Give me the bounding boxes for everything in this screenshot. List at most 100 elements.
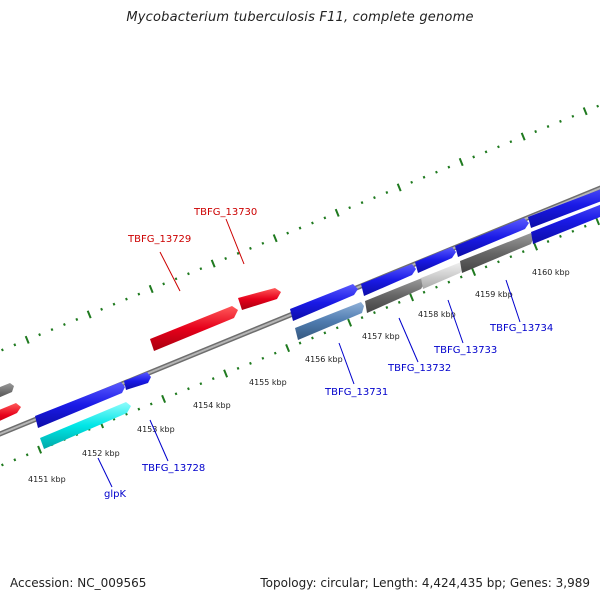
minor-tick — [472, 155, 476, 159]
gene-arrow[interactable] — [0, 403, 21, 428]
major-tick — [334, 208, 340, 217]
gene-arrow[interactable] — [290, 284, 358, 321]
major-tick — [161, 394, 167, 403]
minor-tick — [559, 234, 562, 238]
major-tick — [471, 267, 477, 276]
major-tick — [595, 217, 600, 226]
major-tick — [520, 132, 526, 141]
minor-tick — [559, 119, 562, 123]
minor-tick — [236, 251, 240, 255]
gene-arrow[interactable] — [238, 288, 281, 310]
gene-arrow[interactable] — [35, 382, 125, 428]
label-leaders — [97, 218, 521, 488]
minor-tick — [410, 180, 414, 184]
minor-tick — [521, 250, 525, 254]
gene-arrow[interactable] — [361, 264, 416, 296]
tick-label: 4153 kbp — [137, 425, 175, 434]
minor-tick — [484, 150, 488, 154]
minor-tick — [323, 331, 327, 335]
minor-tick — [571, 114, 575, 118]
minor-tick — [596, 104, 600, 108]
minor-tick — [0, 463, 4, 467]
minor-tick — [125, 297, 128, 301]
minor-tick — [261, 356, 265, 360]
gene-label: TBFG_13733 — [433, 345, 497, 356]
minor-tick — [435, 170, 438, 174]
minor-tick — [509, 140, 513, 144]
gene-arrow[interactable] — [528, 182, 600, 228]
minor-tick — [385, 306, 389, 309]
gene-arrow[interactable] — [455, 218, 529, 257]
tick-label: 4158 kbp — [418, 310, 456, 319]
minor-tick — [497, 260, 500, 264]
minor-tick — [546, 125, 550, 128]
minor-tick — [174, 277, 178, 281]
gene-label: glpK — [104, 489, 126, 500]
major-tick — [148, 284, 154, 294]
gene-arrow[interactable] — [40, 402, 131, 449]
gene-label: TBFG_13729 — [127, 234, 191, 245]
minor-tick — [571, 229, 575, 233]
gene-arrow[interactable] — [531, 197, 600, 244]
minor-tick — [249, 361, 252, 365]
gene-label: TBFG_13728 — [141, 463, 205, 474]
minor-tick — [583, 224, 587, 228]
gene-arrow[interactable] — [0, 383, 14, 404]
minor-tick — [286, 231, 290, 235]
minor-tick — [435, 285, 438, 289]
minor-tick — [199, 267, 203, 271]
tick-label: 4159 kbp — [475, 290, 513, 299]
gene-arrow[interactable] — [150, 306, 238, 351]
minor-tick — [373, 196, 376, 200]
minor-tick — [311, 336, 314, 340]
gene-label: TBFG_13731 — [324, 387, 388, 398]
major-tick — [272, 234, 278, 243]
major-tick — [285, 344, 291, 353]
minor-tick — [397, 300, 401, 304]
major-tick — [210, 259, 216, 268]
minor-tick — [484, 265, 488, 269]
minor-tick — [249, 246, 252, 250]
topology-summary: Topology: circular; Length: 4,424,435 bp… — [260, 576, 590, 590]
minor-tick — [13, 343, 17, 347]
minor-tick — [422, 175, 426, 179]
minor-tick — [236, 366, 240, 370]
minor-tick — [75, 317, 79, 321]
minor-tick — [187, 272, 190, 276]
tick-label: 4160 kbp — [532, 268, 570, 277]
gene-arrow[interactable] — [365, 278, 424, 313]
major-tick — [458, 157, 464, 167]
minor-tick — [323, 216, 327, 220]
minor-tick — [497, 145, 500, 149]
gene-label: TBFG_13732 — [387, 363, 451, 374]
minor-tick — [187, 387, 190, 391]
minor-tick — [224, 257, 228, 260]
major-tick — [37, 445, 43, 454]
minor-tick — [311, 221, 314, 225]
major-tick — [396, 183, 402, 192]
tick-label: 4157 kbp — [362, 332, 400, 341]
gene-label: TBFG_13730 — [193, 207, 257, 218]
minor-tick — [447, 165, 451, 169]
gene-arrow[interactable] — [460, 233, 533, 273]
gene-arrow[interactable] — [421, 262, 463, 289]
gene-arrow[interactable] — [124, 372, 151, 390]
minor-tick — [0, 348, 4, 352]
gene-arrow[interactable] — [295, 302, 364, 340]
minor-tick — [422, 290, 426, 294]
inner-tick-row — [0, 217, 600, 467]
minor-tick — [174, 392, 178, 396]
tick-label: 4155 kbp — [249, 378, 287, 387]
minor-tick — [509, 255, 513, 259]
major-tick — [533, 242, 539, 251]
minor-tick — [50, 328, 54, 332]
gene-arrow[interactable] — [415, 247, 456, 273]
major-tick — [347, 318, 353, 327]
minor-tick — [13, 458, 17, 462]
minor-tick — [348, 206, 352, 210]
minor-tick — [137, 407, 141, 411]
minor-tick — [199, 382, 203, 386]
minor-tick — [112, 302, 116, 306]
